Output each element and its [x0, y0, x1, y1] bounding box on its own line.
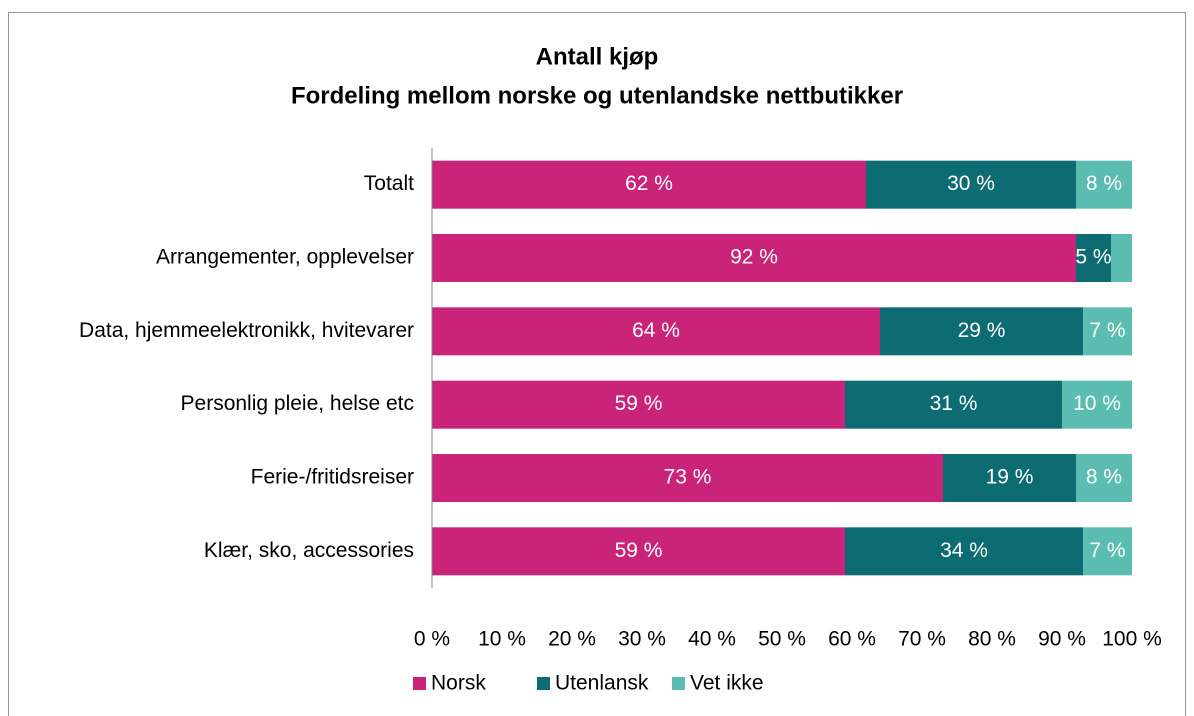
- bar-segment: [432, 380, 845, 429]
- value-label: 31 %: [930, 392, 978, 415]
- bar-segment: [432, 160, 866, 209]
- legend-label: Norsk: [431, 672, 486, 695]
- bar-segment: [845, 380, 1062, 429]
- value-label: 73 %: [664, 466, 712, 489]
- x-tick-label: 90 %: [1038, 628, 1086, 651]
- value-label: 64 %: [632, 319, 680, 342]
- value-label: 30 %: [947, 172, 995, 195]
- value-label: 5 %: [1075, 246, 1111, 269]
- legend-swatch: [672, 677, 685, 690]
- bar-segment: [1083, 527, 1132, 576]
- value-label: 59 %: [615, 392, 663, 415]
- value-label: 10 %: [1073, 392, 1121, 415]
- bar-segment: [1111, 234, 1132, 282]
- x-tick-label: 0 %: [414, 628, 450, 651]
- x-tick-label: 30 %: [618, 628, 666, 651]
- bar-segment: [943, 454, 1076, 502]
- legend-swatch: [537, 677, 550, 690]
- category-label: Klær, sko, accessories: [204, 539, 414, 562]
- category-label: Arrangementer, opplevelser: [156, 246, 414, 269]
- category-label: Totalt: [364, 172, 414, 195]
- value-label: 59 %: [615, 539, 663, 562]
- value-label: 7 %: [1089, 319, 1125, 342]
- value-label: 8 %: [1086, 172, 1122, 195]
- category-label: Ferie-/fritidsreiser: [251, 466, 414, 489]
- bar-segment: [1076, 454, 1132, 502]
- legend-label: Utenlansk: [555, 672, 649, 695]
- value-label: 92 %: [730, 246, 778, 269]
- x-tick-label: 20 %: [548, 628, 596, 651]
- chart-subtitle: Fordeling mellom norske og utenlandske n…: [291, 82, 903, 109]
- value-label: 62 %: [625, 172, 673, 195]
- category-label: Personlig pleie, helse etc: [181, 392, 414, 415]
- x-tick-label: 70 %: [898, 628, 946, 651]
- bar-segment: [1076, 160, 1132, 209]
- value-label: 7 %: [1089, 539, 1125, 562]
- x-tick-label: 50 %: [758, 628, 806, 651]
- x-tick-label: 80 %: [968, 628, 1016, 651]
- bar-segment: [432, 454, 943, 502]
- x-tick-label: 40 %: [688, 628, 736, 651]
- x-tick-label: 60 %: [828, 628, 876, 651]
- chart-title: Antall kjøp: [536, 43, 659, 70]
- value-label: 8 %: [1086, 466, 1122, 489]
- bar-segment: [432, 234, 1076, 282]
- x-tick-label: 10 %: [478, 628, 526, 651]
- bar-segment: [880, 307, 1083, 356]
- bar-segment: [432, 307, 880, 356]
- bar-segment: [1076, 234, 1111, 282]
- value-label: 34 %: [940, 539, 988, 562]
- bar-segment: [1062, 380, 1132, 429]
- bar-segment: [866, 160, 1076, 209]
- legend-swatch: [413, 677, 426, 690]
- chart-border: [8, 12, 1186, 716]
- value-label: 19 %: [986, 466, 1034, 489]
- bar-segment: [845, 527, 1083, 576]
- legend-label: Vet ikke: [690, 672, 764, 695]
- category-label: Data, hjemmeelektronikk, hvitevarer: [79, 319, 414, 342]
- bar-segment: [1083, 307, 1132, 356]
- bar-segment: [432, 527, 845, 576]
- value-label: 29 %: [958, 319, 1006, 342]
- x-tick-label: 100 %: [1102, 628, 1162, 651]
